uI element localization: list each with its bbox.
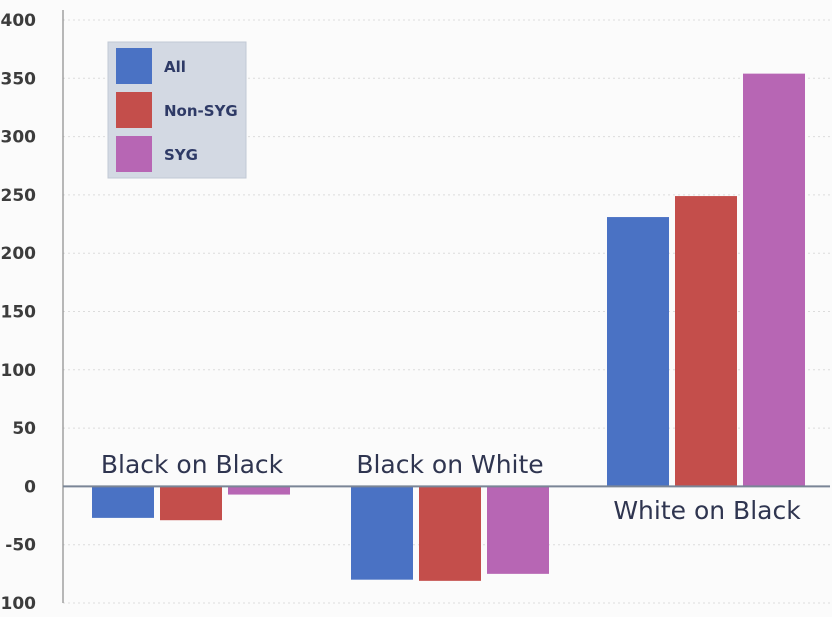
y-tick-label: 50 <box>12 419 36 439</box>
category-label: Black on Black <box>101 450 284 479</box>
legend-label: Non-SYG <box>164 102 238 120</box>
bar-all-2 <box>607 217 669 487</box>
y-tick-label: 0 <box>24 477 36 497</box>
y-tick-label: -100 <box>0 594 36 614</box>
legend-swatch <box>116 136 152 172</box>
y-tick-label: 250 <box>1 186 37 206</box>
legend-label: All <box>164 58 186 76</box>
category-label: Black on White <box>356 450 543 479</box>
y-tick-label: 150 <box>1 303 37 323</box>
y-tick-label: 200 <box>1 244 37 264</box>
y-tick-label: 100 <box>1 361 37 381</box>
category-label: White on Black <box>613 496 801 525</box>
bar-syg-1 <box>487 486 549 574</box>
legend-label: SYG <box>164 146 198 164</box>
y-tick-label: 350 <box>1 69 37 89</box>
legend-swatch <box>116 92 152 128</box>
legend: All Non-SYG SYG <box>107 41 247 179</box>
bar-non-syg-1 <box>419 486 481 581</box>
legend-swatch <box>116 48 152 84</box>
bars <box>92 73 805 581</box>
y-tick-label: -50 <box>5 536 36 556</box>
bar-non-syg-2 <box>675 196 737 487</box>
y-tick-label: 400 <box>1 11 37 31</box>
bar-all-0 <box>92 486 154 518</box>
y-tick-label: 300 <box>1 128 37 148</box>
bar-all-1 <box>351 486 413 580</box>
bar-syg-2 <box>743 73 805 487</box>
bar-non-syg-0 <box>160 486 222 521</box>
bar-syg-0 <box>228 486 290 495</box>
